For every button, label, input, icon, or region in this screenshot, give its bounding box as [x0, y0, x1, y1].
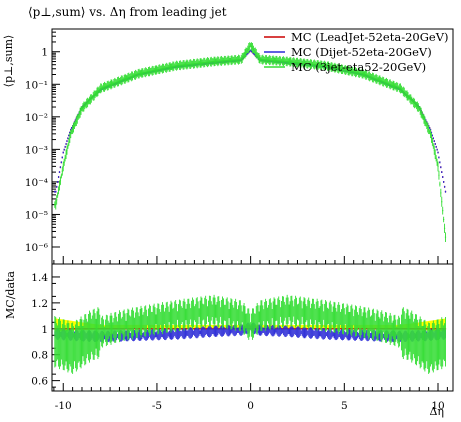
- ratio-series-2: [54, 294, 446, 374]
- ratio-axis-ticks: -10 -5 0 5 10 1.4 1.2 1 0.8 0.6: [31, 272, 448, 412]
- main-y-tick-label: 1: [41, 47, 48, 59]
- main-panel: 1 10⁻¹ 10⁻² 10⁻³ 10⁻⁴ 10⁻⁵ 10⁻⁶ MC (LeadJet-52…: [25, 28, 454, 265]
- ratio-y-tick-label: 1: [41, 324, 48, 336]
- main-y-tick-label: 10⁻⁵: [25, 209, 48, 221]
- main-data-series: [54, 42, 447, 243]
- ratio-data-series: [54, 294, 447, 374]
- main-y-tick-label: 10⁻¹: [25, 79, 48, 91]
- x-tick-label: -10: [55, 400, 72, 412]
- ratio-y-tick-label: 1.4: [31, 272, 48, 284]
- ratio-ylabel: MC/data: [4, 271, 17, 319]
- x-tick-label: 0: [247, 400, 254, 412]
- main-series-2: [54, 42, 447, 243]
- ratio-y-tick-label: 0.6: [31, 376, 48, 388]
- x-axis-label: Δη: [429, 405, 444, 418]
- main-ylabel: ⟨p⊥,sum⟩: [2, 35, 15, 88]
- legend-label: MC (3jet-eta52-20GeV): [291, 60, 426, 74]
- main-y-tick-label: 10⁻²: [25, 112, 48, 124]
- legend: MC (LeadJet-52eta-20GeV)MC (Dijet-52eta-…: [264, 30, 449, 74]
- main-y-tick-label: 10⁻⁴: [25, 177, 48, 189]
- x-tick-label: 10: [431, 400, 444, 412]
- ratio-y-tick-label: 1.2: [31, 298, 48, 310]
- chart-title: ⟨p⊥,sum⟩ vs. Δη from leading jet: [28, 5, 227, 19]
- main-axis-ticks: 1 10⁻¹ 10⁻² 10⁻³ 10⁻⁴ 10⁻⁵ 10⁻⁶: [25, 28, 448, 264]
- legend-label: MC (Dijet-52eta-20GeV): [291, 45, 432, 59]
- main-y-tick-label: 10⁻⁶: [25, 242, 48, 254]
- x-tick-label: 5: [341, 400, 348, 412]
- ratio-y-tick-label: 0.8: [31, 350, 48, 362]
- ratio-panel: -10 -5 0 5 10 1.4 1.2 1 0.8 0.6: [31, 263, 454, 412]
- main-y-tick-label: 10⁻³: [25, 144, 48, 156]
- ratio-panel-frame: [51, 263, 454, 392]
- legend-label: MC (LeadJet-52eta-20GeV): [291, 30, 449, 44]
- x-tick-label: -5: [152, 400, 162, 412]
